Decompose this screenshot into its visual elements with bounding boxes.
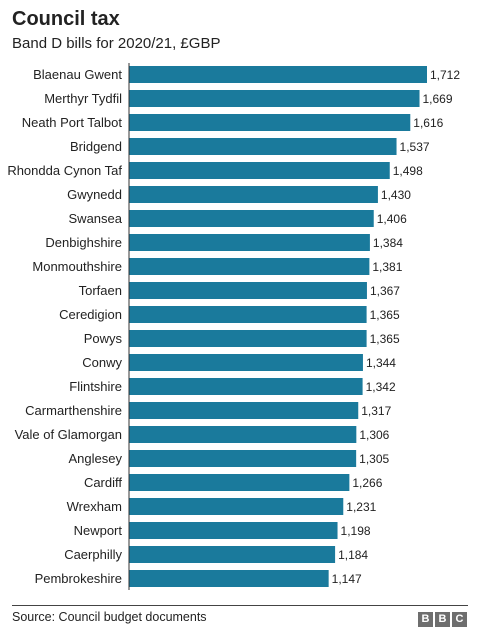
- category-label: Newport: [74, 523, 123, 538]
- bar: [129, 546, 336, 563]
- category-label: Anglesey: [69, 451, 123, 466]
- chart-title: Council tax: [12, 8, 120, 30]
- data-label: 1,198: [341, 524, 371, 538]
- data-label: 1,365: [370, 332, 400, 346]
- category-label: Rhondda Cynon Taf: [7, 163, 122, 178]
- category-label: Conwy: [82, 355, 122, 370]
- category-label: Cardiff: [84, 475, 122, 490]
- data-label: 1,498: [393, 164, 423, 178]
- data-label: 1,184: [338, 548, 368, 562]
- category-label: Merthyr Tydfil: [44, 91, 122, 106]
- data-label: 1,317: [361, 404, 391, 418]
- data-label: 1,430: [381, 188, 411, 202]
- data-label: 1,305: [359, 452, 389, 466]
- data-label: 1,344: [366, 356, 396, 370]
- bar: [129, 234, 370, 251]
- bar: [129, 498, 344, 515]
- chart-subtitle: Band D bills for 2020/21, £GBP: [12, 35, 221, 52]
- category-label: Torfaen: [79, 283, 122, 298]
- bar: [129, 378, 363, 395]
- bar: [129, 306, 367, 323]
- bar: [129, 114, 411, 131]
- bar: [129, 282, 367, 299]
- logo-letter: B: [435, 612, 450, 627]
- bar: [129, 474, 350, 491]
- category-label: Powys: [84, 331, 123, 346]
- bar: [129, 570, 329, 587]
- bar: [129, 186, 378, 203]
- bar: [129, 354, 363, 371]
- footer-divider: [12, 605, 468, 606]
- category-label: Monmouthshire: [32, 259, 122, 274]
- logo-letter: B: [418, 612, 433, 627]
- bar: [129, 522, 338, 539]
- category-label: Carmarthenshire: [25, 403, 122, 418]
- bar: [129, 450, 357, 467]
- data-label: 1,342: [366, 380, 396, 394]
- bar: [129, 426, 357, 443]
- bar: [129, 162, 390, 179]
- category-label: Denbighshire: [45, 235, 122, 250]
- data-label: 1,365: [370, 308, 400, 322]
- data-label: 1,147: [332, 572, 362, 586]
- category-label: Blaenau Gwent: [33, 67, 122, 82]
- logo-letter: C: [452, 612, 467, 627]
- data-label: 1,669: [423, 92, 453, 106]
- category-label: Neath Port Talbot: [22, 115, 123, 130]
- data-label: 1,616: [413, 116, 443, 130]
- category-label: Wrexham: [67, 499, 122, 514]
- data-label: 1,231: [346, 500, 376, 514]
- category-label: Pembrokeshire: [35, 571, 122, 586]
- bar: [129, 90, 420, 107]
- data-label: 1,367: [370, 284, 400, 298]
- category-label: Swansea: [69, 211, 123, 226]
- data-label: 1,537: [400, 140, 430, 154]
- category-label: Ceredigion: [59, 307, 122, 322]
- bar: [129, 210, 374, 227]
- data-label: 1,381: [372, 260, 402, 274]
- bar: [129, 402, 359, 419]
- data-label: 1,712: [430, 68, 460, 82]
- category-label: Flintshire: [69, 379, 122, 394]
- data-label: 1,406: [377, 212, 407, 226]
- bar: [129, 330, 367, 347]
- bar: [129, 66, 427, 83]
- category-label: Bridgend: [70, 139, 122, 154]
- bar: [129, 258, 370, 275]
- data-label: 1,384: [373, 236, 403, 250]
- category-label: Gwynedd: [67, 187, 122, 202]
- category-label: Vale of Glamorgan: [15, 427, 122, 442]
- bar: [129, 138, 397, 155]
- data-label: 1,306: [359, 428, 389, 442]
- data-label: 1,266: [352, 476, 382, 490]
- bbc-logo: B B C: [418, 612, 467, 627]
- category-label: Caerphilly: [64, 547, 122, 562]
- source-note: Source: Council budget documents: [12, 610, 207, 624]
